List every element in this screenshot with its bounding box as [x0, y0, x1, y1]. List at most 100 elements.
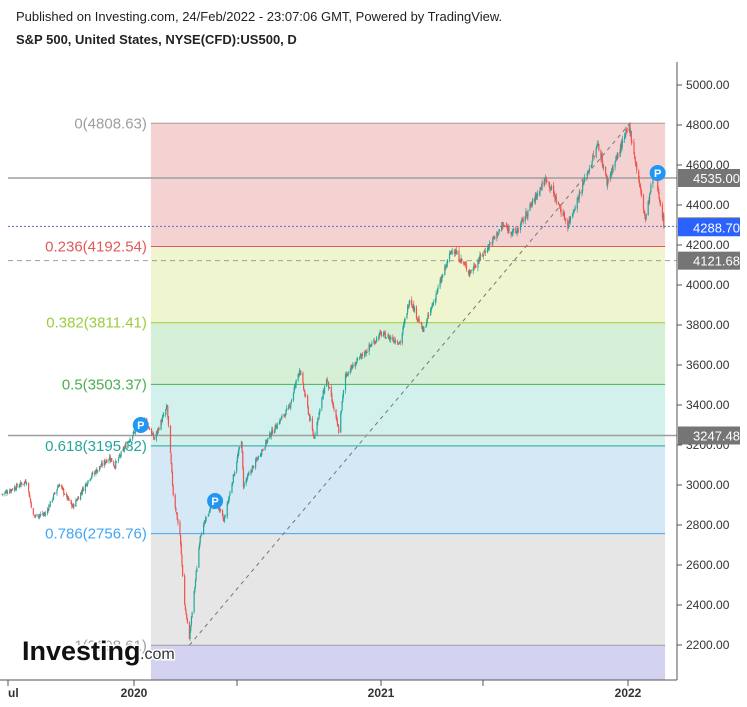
- candle-body: [354, 364, 356, 367]
- candle-body: [344, 374, 347, 391]
- candle-body: [555, 196, 557, 203]
- candle-body: [179, 522, 181, 536]
- candle-body: [170, 453, 172, 464]
- price-label: 4288.70: [693, 220, 740, 235]
- candle-body: [649, 191, 651, 194]
- y-tick-label: 4600.00: [686, 158, 730, 172]
- candle-body: [167, 416, 170, 426]
- candle-body: [373, 340, 375, 344]
- candle-body: [42, 514, 45, 516]
- candle-body: [67, 496, 70, 500]
- candle-body: [82, 488, 84, 491]
- candle-body: [540, 187, 542, 189]
- candle-body: [157, 429, 159, 432]
- candle-body: [16, 483, 18, 487]
- candle-body: [280, 419, 282, 421]
- candle-body: [596, 144, 599, 146]
- candle-body: [370, 346, 372, 348]
- candle-body: [37, 513, 39, 518]
- candle-body: [1, 493, 3, 495]
- fibonacci-level-labels: 0(4808.63) 0.236(4192.54) 0.382(3811.41) 0.…: [45, 115, 147, 654]
- candle-body: [356, 358, 358, 363]
- candle-body: [652, 175, 654, 184]
- candle-body: [559, 207, 561, 209]
- candle-body: [80, 492, 82, 494]
- candle-body: [280, 417, 282, 420]
- candle-body: [633, 142, 635, 155]
- candle-body: [621, 139, 624, 144]
- candle-body: [427, 314, 429, 318]
- candle-body: [502, 225, 504, 227]
- candle-body: [417, 318, 419, 320]
- candle-body: [294, 384, 296, 389]
- candle-body: [446, 259, 449, 264]
- candle-body: [243, 482, 245, 488]
- candle-body: [600, 150, 602, 160]
- candle-body: [119, 455, 122, 457]
- candle-body: [578, 192, 580, 199]
- candle-body: [569, 216, 572, 222]
- candle-body: [501, 225, 503, 227]
- candle-body: [578, 197, 580, 200]
- candle-body: [345, 374, 347, 376]
- candle-body: [522, 218, 524, 222]
- candle-body: [219, 508, 221, 511]
- candle-body: [180, 534, 182, 545]
- candle-body: [257, 455, 259, 460]
- candle-body: [586, 177, 588, 179]
- candle-body: [150, 428, 153, 435]
- candle-body: [407, 305, 409, 308]
- candle-body: [52, 494, 55, 499]
- candle-body: [563, 213, 565, 215]
- candle-body: [403, 324, 405, 328]
- candle-body: [491, 242, 493, 244]
- candle-body: [600, 156, 603, 159]
- candle-body: [240, 441, 243, 448]
- candle-body: [442, 275, 444, 277]
- candle-body: [436, 288, 438, 294]
- candle-body: [459, 260, 461, 262]
- candle-body: [357, 358, 359, 360]
- candle-body: [586, 172, 588, 177]
- candle-body: [379, 331, 381, 335]
- candle-body: [92, 473, 94, 475]
- candle-body: [554, 195, 556, 200]
- candle-body: [479, 254, 481, 261]
- candle-body: [612, 167, 614, 172]
- candle-body: [198, 543, 201, 548]
- candle-body: [403, 321, 405, 325]
- event-marker: [132, 417, 149, 433]
- candle-body: [392, 340, 395, 342]
- candle-body: [186, 613, 188, 619]
- candle-body: [488, 244, 490, 248]
- candle-body: [2, 493, 4, 495]
- candle-body: [234, 472, 236, 476]
- candle-body: [57, 487, 59, 490]
- candle-body: [152, 434, 155, 439]
- candle-body: [527, 210, 529, 217]
- candle-body: [222, 515, 224, 520]
- candle-body: [269, 433, 272, 437]
- fibonacci-trend-line: [189, 122, 631, 646]
- candle-body: [84, 484, 86, 492]
- candle-body: [425, 326, 427, 328]
- candle-body: [255, 459, 257, 468]
- candle-body: [477, 260, 479, 268]
- candle-body: [236, 456, 238, 463]
- candle-body: [266, 439, 268, 443]
- candle-body: [630, 131, 632, 142]
- candle-body: [647, 200, 649, 216]
- candle-body: [134, 430, 136, 433]
- candle-body: [299, 370, 301, 375]
- candle-body: [629, 122, 631, 134]
- candle-body: [202, 524, 205, 535]
- candle-body: [58, 485, 60, 487]
- y-tick-label: 2200.00: [686, 638, 730, 652]
- candle-body: [541, 181, 543, 189]
- candle-body: [378, 337, 380, 339]
- candle-body: [228, 495, 230, 500]
- candle-body: [436, 293, 438, 295]
- candle-body: [550, 186, 553, 190]
- candle-body: [545, 177, 547, 181]
